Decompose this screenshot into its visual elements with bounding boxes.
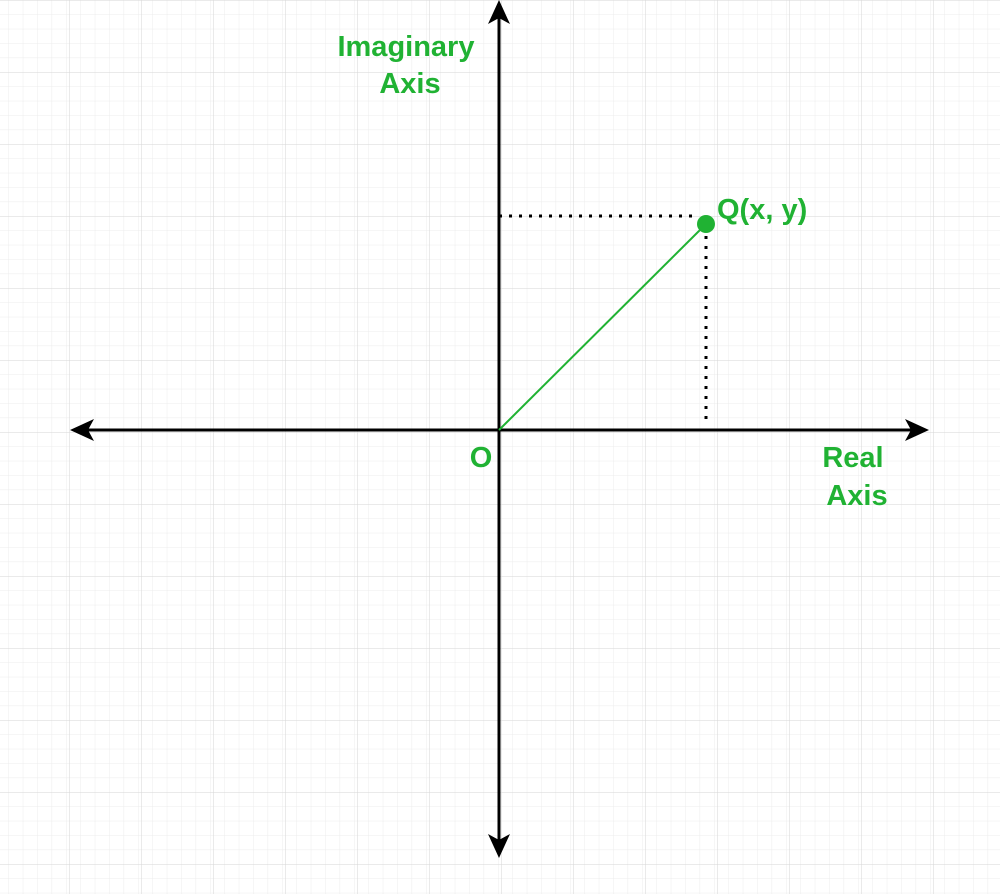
real-axis-label: Real Axis [822, 442, 891, 512]
point-q-marker [697, 215, 715, 233]
real-axis-right-arrowhead [905, 419, 929, 441]
imaginary-axis-label: Imaginary Axis [337, 31, 482, 100]
real-axis-label-line2: Axis [826, 480, 887, 512]
origin-label: O [470, 442, 493, 474]
imaginary-axis-label-line1: Imaginary [337, 31, 474, 63]
imaginary-axis-label-line2: Axis [379, 68, 440, 100]
imaginary-axis-bottom-arrowhead [488, 834, 510, 858]
imaginary-axis-top-arrowhead [488, 0, 510, 24]
vector-oq [498, 223, 707, 431]
real-axis-label-line1: Real [822, 442, 883, 474]
point-q-label: Q(x, y) [717, 194, 807, 226]
real-axis-left-arrowhead [70, 419, 94, 441]
